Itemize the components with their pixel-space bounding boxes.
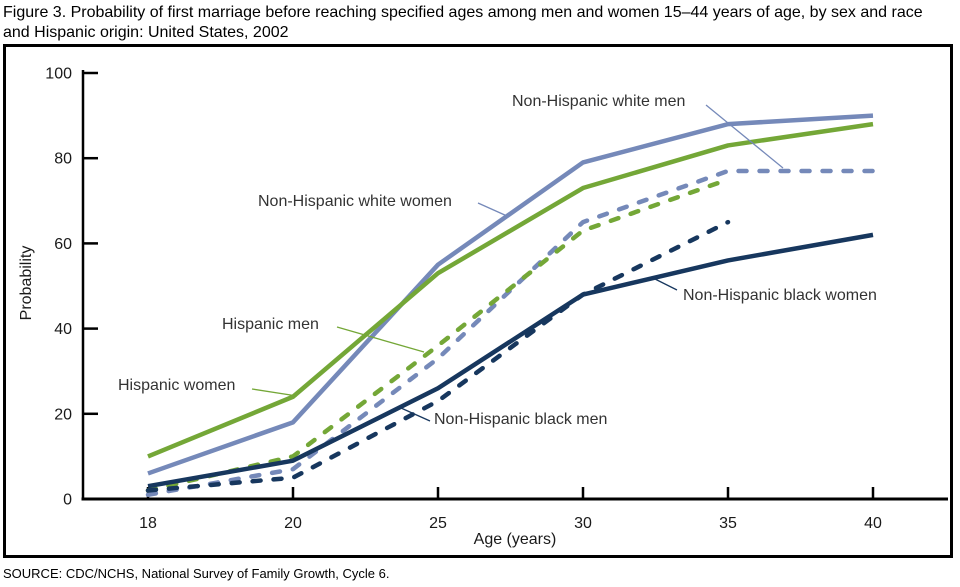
chart-frame xyxy=(3,44,953,558)
series-label-hispanic-men: Hispanic men xyxy=(222,316,319,333)
svg-text:40: 40 xyxy=(54,321,72,338)
series-label-non-hispanic-white-men: Non-Hispanic white men xyxy=(512,93,686,110)
series-label-non-hispanic-black-women: Non-Hispanic black women xyxy=(683,287,877,304)
svg-text:0: 0 xyxy=(63,492,72,509)
series-label-hispanic-women: Hispanic women xyxy=(118,377,236,394)
series-label-non-hispanic-black-men: Non-Hispanic black men xyxy=(434,411,608,428)
series-label-non-hispanic-white-women: Non-Hispanic white women xyxy=(258,193,452,210)
figure-title: Figure 3. Probability of first marriage … xyxy=(3,4,923,41)
svg-text:35: 35 xyxy=(719,515,737,532)
svg-text:18: 18 xyxy=(139,515,157,532)
svg-text:20: 20 xyxy=(284,515,302,532)
x-axis-title: Age (years) xyxy=(474,531,557,548)
svg-text:60: 60 xyxy=(54,236,72,253)
svg-text:25: 25 xyxy=(429,515,447,532)
svg-text:100: 100 xyxy=(45,66,72,83)
svg-text:20: 20 xyxy=(54,406,72,423)
svg-text:80: 80 xyxy=(54,151,72,168)
source-note: SOURCE: CDC/NCHS, National Survey of Fam… xyxy=(3,566,390,581)
svg-text:40: 40 xyxy=(864,515,882,532)
svg-text:30: 30 xyxy=(574,515,592,532)
y-axis-title: Probability xyxy=(18,246,35,321)
